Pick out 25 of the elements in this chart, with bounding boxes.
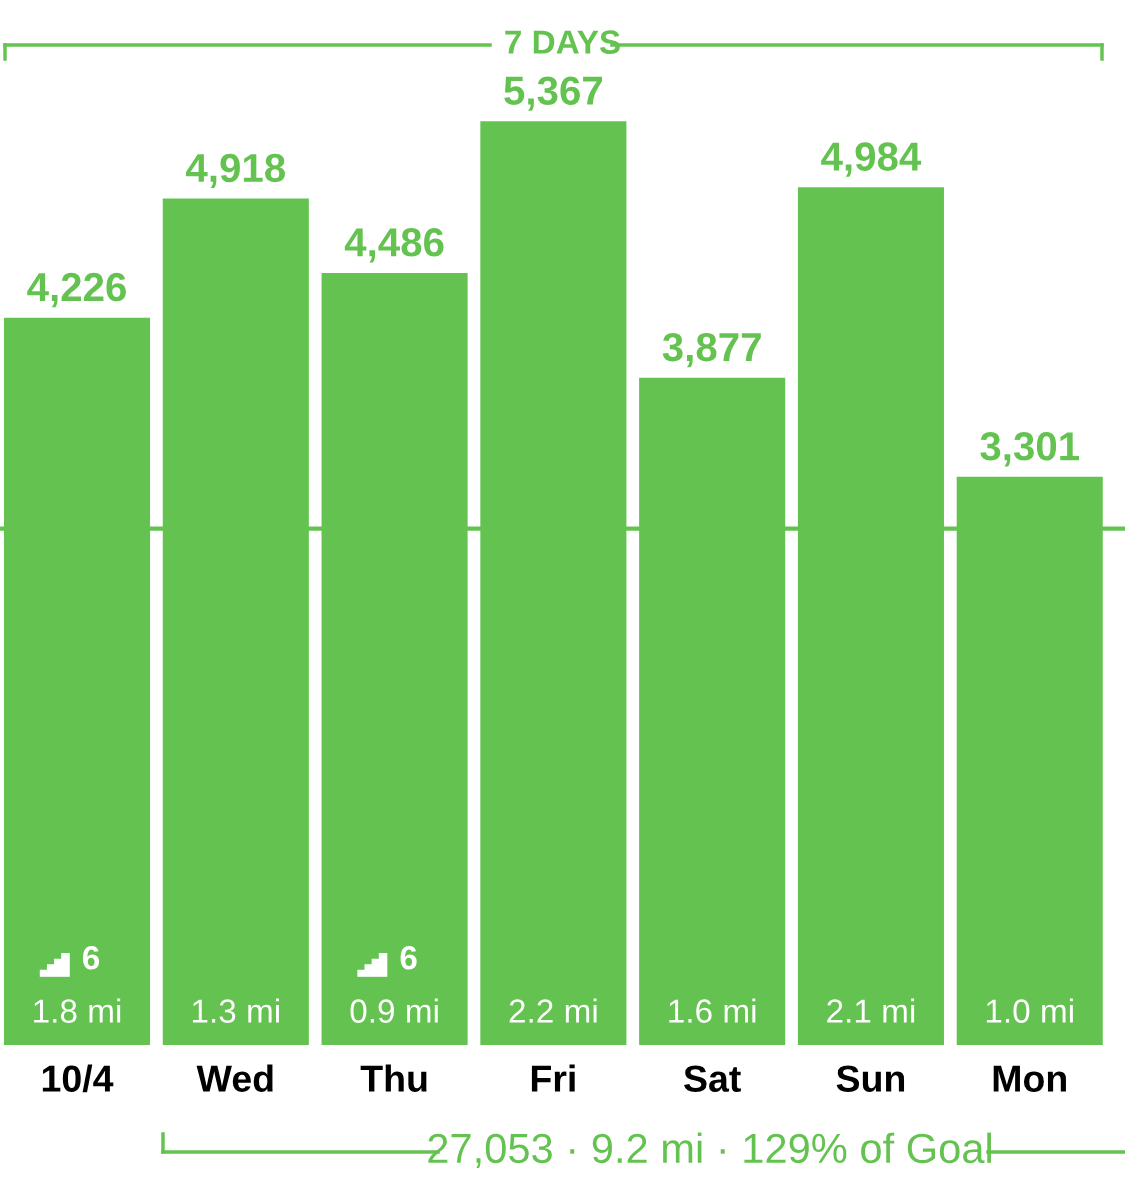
- annotation: 1.6 mi: [669, 998, 756, 1023]
- x-tick-label: Wed: [196, 1064, 273, 1092]
- data-label: 3,301: [980, 432, 1080, 467]
- annotation: 0.9 mi: [350, 998, 438, 1023]
- annotation: 1.8 mi: [34, 998, 121, 1023]
- annotation: 1.0 mi: [986, 998, 1073, 1023]
- text: 27,053 · 9.2 mi · 129% of Goal: [428, 1132, 991, 1169]
- x-tick-label: Thu: [360, 1064, 427, 1092]
- data-label: 4,486: [344, 228, 444, 263]
- x-tick-label: 10/4: [42, 1064, 114, 1093]
- chart-title: 7 DAYS: [505, 30, 620, 54]
- annotation: 6: [400, 945, 417, 970]
- x-tick-label: Sun: [836, 1065, 905, 1092]
- annotation: 6: [82, 945, 100, 970]
- annotation: 2.1 mi: [827, 998, 915, 1023]
- annotation: 2.2 mi: [509, 998, 597, 1023]
- x-tick-label: Sat: [684, 1065, 741, 1092]
- x-tick-label: Fri: [531, 1064, 575, 1092]
- data-label: 4,984: [821, 142, 922, 177]
- x-tick-label: Mon: [993, 1065, 1066, 1092]
- annotation: 1.3 mi: [192, 998, 279, 1023]
- data-label: 5,367: [504, 76, 602, 111]
- data-label: 3,877: [662, 332, 761, 368]
- data-label: 4,226: [27, 272, 126, 308]
- data-label: 4,918: [186, 153, 285, 189]
